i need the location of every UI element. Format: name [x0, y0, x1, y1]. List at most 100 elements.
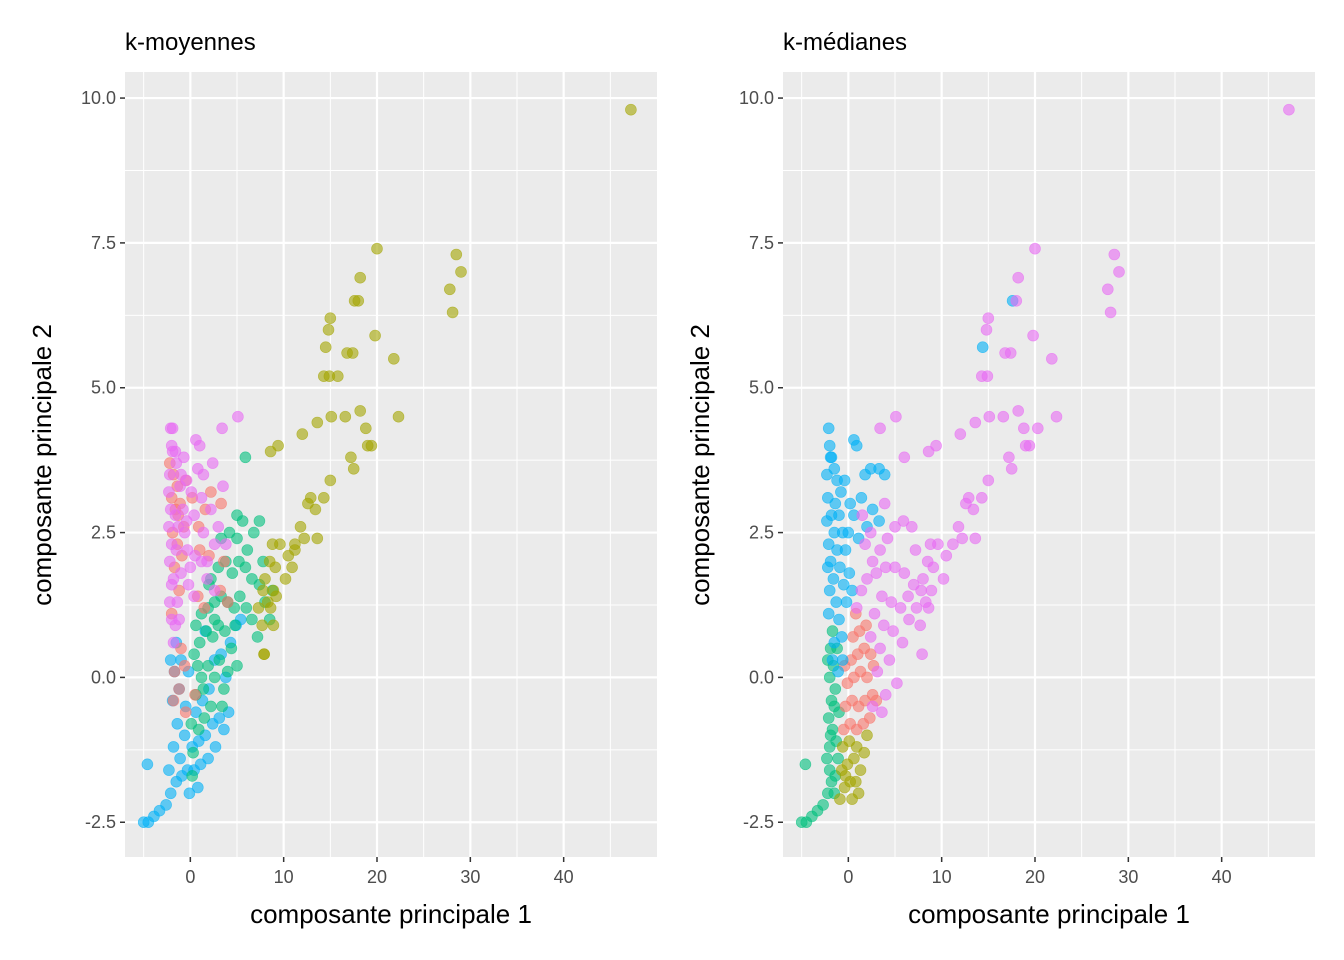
data-point: [836, 654, 849, 666]
y-axis: -2.5 0.0 2.5 5.0 7.5 10.0: [739, 88, 783, 832]
data-point: [896, 636, 909, 649]
data-point: [969, 416, 982, 429]
data-point: [298, 532, 311, 545]
data-point: [185, 486, 198, 498]
data-point: [264, 445, 277, 458]
data-point: [167, 636, 180, 649]
data-point: [251, 631, 264, 643]
data-point: [982, 474, 995, 487]
data-point: [443, 283, 456, 296]
data-point: [192, 659, 204, 672]
data-point: [924, 538, 937, 551]
data-point: [450, 248, 463, 261]
data-point: [822, 712, 835, 724]
data-point: [173, 683, 185, 695]
data-point: [823, 671, 836, 684]
data-point: [348, 294, 361, 307]
data-point: [839, 770, 852, 782]
data-point: [849, 775, 862, 788]
data-point: [881, 532, 894, 545]
data-point: [877, 619, 890, 632]
data-point: [823, 584, 836, 597]
data-point: [1104, 306, 1117, 319]
data-point: [164, 654, 177, 666]
chart-title: k-médianes: [783, 29, 907, 56]
data-point: [897, 515, 910, 527]
data-point: [259, 573, 271, 585]
data-point: [240, 602, 253, 614]
data-point: [854, 764, 867, 776]
y-tick-label: 7.5: [91, 233, 116, 253]
data-point: [1046, 352, 1058, 365]
data-point: [164, 555, 176, 568]
x-axis-label: composante principale 1: [908, 899, 1190, 929]
data-point: [1029, 242, 1041, 255]
data-point: [163, 764, 175, 776]
data-point: [885, 596, 898, 608]
data-point: [392, 410, 405, 423]
data-point: [229, 619, 241, 632]
data-point: [174, 480, 186, 493]
data-point: [270, 590, 283, 603]
x-axis-label: composante principale 1: [250, 899, 532, 929]
data-point: [309, 503, 322, 516]
data-point: [1050, 410, 1063, 423]
data-point: [218, 683, 230, 695]
y-tick-label: 0.0: [91, 667, 116, 687]
data-point: [206, 631, 219, 643]
x-tick-label: 30: [460, 867, 480, 887]
data-point: [829, 497, 842, 510]
data-point: [833, 613, 845, 626]
data-point: [799, 758, 812, 771]
data-point: [828, 636, 841, 649]
data-point: [982, 312, 995, 325]
data-point: [339, 410, 352, 423]
data-point: [241, 544, 254, 556]
y-tick-label: 5.0: [749, 378, 774, 398]
data-point: [871, 665, 884, 678]
x-tick-label: 40: [1212, 867, 1232, 887]
data-point: [874, 642, 886, 655]
y-axis: -2.5 0.0 2.5 5.0 7.5 10.0: [81, 88, 125, 832]
data-point: [266, 538, 279, 551]
data-point: [166, 445, 179, 458]
data-point: [937, 573, 950, 585]
data-point: [289, 544, 301, 556]
x-tick-label: 20: [367, 867, 387, 887]
data-point: [837, 578, 850, 591]
data-point: [1027, 329, 1039, 342]
data-point: [878, 468, 891, 481]
y-tick-label: -2.5: [743, 812, 774, 832]
data-point: [1019, 439, 1032, 452]
data-point: [1017, 422, 1030, 435]
y-tick-label: 0.0: [749, 667, 774, 687]
data-point: [824, 729, 837, 742]
y-tick-label: -2.5: [85, 812, 116, 832]
data-point: [910, 602, 923, 614]
data-point: [202, 752, 214, 765]
data-point: [192, 462, 204, 475]
data-point: [182, 578, 195, 591]
data-point: [205, 486, 217, 498]
data-point: [208, 613, 221, 626]
data-point: [890, 410, 902, 423]
data-point: [164, 468, 176, 481]
data-point: [859, 538, 871, 551]
data-point: [981, 370, 994, 383]
x-tick-label: 30: [1118, 867, 1138, 887]
data-point: [829, 683, 842, 695]
data-point: [218, 555, 230, 568]
data-point: [345, 451, 357, 464]
data-point: [324, 474, 337, 487]
data-point: [215, 497, 227, 510]
data-point: [311, 532, 324, 545]
data-point: [827, 573, 840, 585]
data-point: [874, 544, 886, 556]
data-point: [212, 520, 225, 533]
data-point: [1012, 271, 1025, 284]
y-tick-label: 2.5: [749, 523, 774, 543]
data-point: [916, 648, 928, 661]
data-point: [925, 584, 938, 597]
data-point: [873, 515, 885, 527]
